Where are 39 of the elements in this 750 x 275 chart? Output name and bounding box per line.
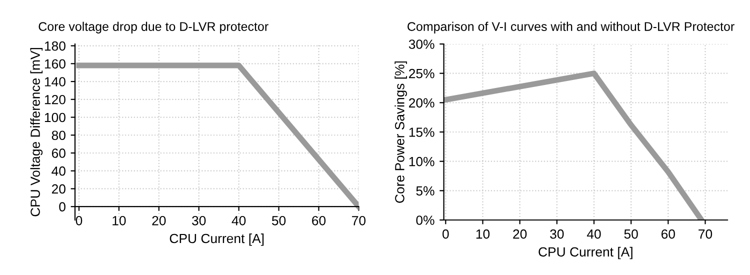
y-axis-title: CPU Voltage Difference [mV] bbox=[30, 48, 43, 216]
x-tick-label: 40 bbox=[232, 216, 246, 226]
x-axis-title: CPU Current [A] bbox=[170, 233, 264, 246]
chart-title: Comparison of V-I curves with and without D-LVR Protector bbox=[408, 22, 734, 34]
y-tick-label: 25% bbox=[409, 68, 434, 78]
y-tick-label: 30% bbox=[408, 40, 434, 49]
x-tick-label: 20 bbox=[513, 229, 527, 239]
y-tick-label: 40 bbox=[52, 166, 66, 176]
x-tick-label: 0 bbox=[442, 229, 449, 239]
x-tick-label: 30 bbox=[550, 229, 564, 239]
y-tick-label: 140 bbox=[44, 77, 66, 86]
x-tick-label: 10 bbox=[476, 229, 490, 239]
y-tick-label: 0 bbox=[59, 202, 66, 212]
y-tick-label: 20% bbox=[409, 98, 434, 108]
y-tick-label: 0% bbox=[416, 216, 434, 225]
x-tick-label: 50 bbox=[272, 216, 286, 226]
x-tick-label: 70 bbox=[352, 216, 366, 226]
x-tick-label: 70 bbox=[698, 229, 712, 239]
x-tick-label: 50 bbox=[624, 229, 638, 239]
y-tick-label: 160 bbox=[44, 59, 66, 69]
y-tick-label: 5% bbox=[416, 186, 434, 196]
x-tick-label: 60 bbox=[312, 216, 326, 226]
y-tick-label: 180 bbox=[44, 41, 66, 51]
y-tick-label: 100 bbox=[44, 112, 66, 122]
chart-title: Core voltage drop due to D-LVR protector bbox=[38, 22, 268, 34]
x-tick-label: 60 bbox=[662, 229, 675, 239]
y-axis-title: Core Power Savings [%] bbox=[394, 61, 407, 203]
y-tick-label: 80 bbox=[52, 130, 66, 140]
x-tick-label: 40 bbox=[586, 229, 601, 239]
x-tick-label: 0 bbox=[76, 216, 82, 226]
y-tick-label: 10% bbox=[409, 156, 434, 166]
y-tick-label: 120 bbox=[44, 94, 66, 104]
y-tick-label: 20 bbox=[52, 184, 66, 194]
x-tick-label: 30 bbox=[192, 216, 206, 226]
x-tick-label: 20 bbox=[152, 216, 166, 226]
x-axis-title: CPU Current [A] bbox=[538, 246, 632, 260]
y-tick-label: 15% bbox=[409, 128, 434, 137]
y-tick-label: 60 bbox=[52, 148, 66, 158]
x-tick-label: 10 bbox=[112, 216, 126, 226]
